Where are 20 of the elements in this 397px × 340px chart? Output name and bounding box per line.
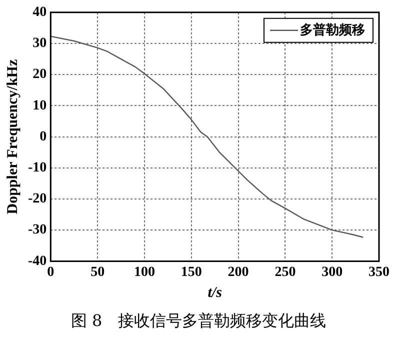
caption: 图 8 接收信号多普勒频移变化曲线 [70,311,326,330]
y-tick-label: -30 [28,222,47,238]
y-tick-label: -40 [28,254,47,269]
x-axis-title: t/s [208,284,222,301]
y-tick-label: -20 [28,192,47,207]
y-tick-label: -10 [28,160,47,176]
y-tick-label: 10 [32,98,47,114]
legend-label: 多普勒频移 [300,22,365,38]
y-tick-label: 0 [40,129,47,144]
y-tick-label: 30 [32,36,47,52]
x-tick-label: 150 [180,265,202,280]
x-tick-label: 200 [228,265,249,280]
x-tick-label: 50 [90,265,105,280]
x-tick-label: 350 [368,265,390,280]
y-tick-label: 20 [32,67,47,82]
y-axis-title: Doppler Frequency/kHz [4,59,21,214]
x-tick-label: 100 [134,265,155,280]
y-tick-label: 40 [32,5,47,20]
x-tick-label: 250 [274,265,296,280]
x-tick-label: 300 [322,265,343,280]
